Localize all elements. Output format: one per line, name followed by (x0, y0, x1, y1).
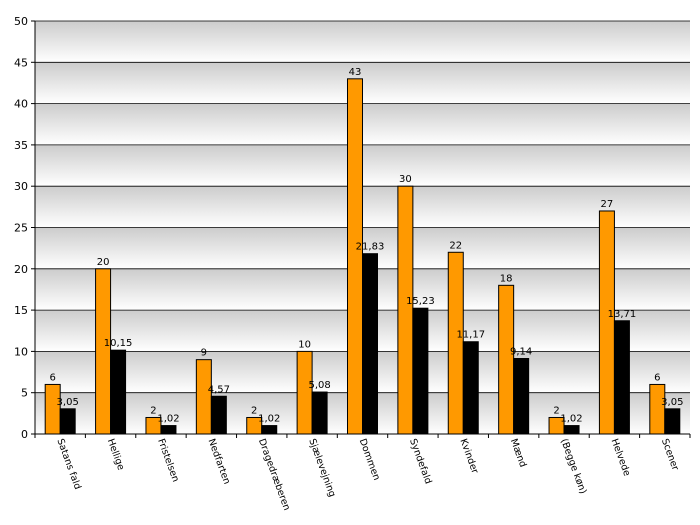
y-tick-label: 40 (14, 98, 28, 111)
y-tick-label: 45 (14, 56, 28, 69)
y-tick-label: 20 (14, 263, 28, 276)
x-tick-label: Satans fald (54, 437, 83, 491)
axes (34, 21, 691, 438)
y-tick-label: 5 (21, 387, 28, 400)
bar (261, 425, 278, 435)
y-tick-label: 25 (14, 222, 28, 235)
data-label: 15,23 (406, 296, 435, 307)
y-tick-label: 0 (21, 428, 28, 441)
bar (513, 358, 530, 435)
bar (362, 253, 378, 435)
y-tick-label: 35 (14, 139, 28, 152)
bar (649, 383, 666, 435)
data-label: 21,83 (356, 242, 385, 253)
bar (412, 307, 429, 435)
data-label: 9,14 (510, 347, 532, 358)
bar (664, 408, 681, 435)
y-tick-label: 15 (14, 304, 28, 317)
x-tick-label: Mænd (508, 437, 528, 469)
x-tick-label: Kvinder (457, 437, 480, 475)
data-label: 13,71 (608, 309, 637, 320)
data-label: 10,15 (104, 338, 133, 349)
bar (210, 395, 227, 435)
data-label: 3,05 (661, 397, 683, 408)
data-label: 1,02 (157, 414, 179, 425)
bar (59, 408, 76, 435)
bar (110, 349, 127, 435)
y-tick-label: 30 (14, 180, 28, 193)
x-tick-label: Sjælevejning (306, 437, 337, 498)
data-label: 2 (251, 405, 257, 416)
data-label: 22 (449, 240, 462, 251)
x-tick-label: Scener (659, 437, 681, 472)
bar (447, 251, 464, 435)
data-label: 3,05 (57, 397, 79, 408)
data-label: 2 (553, 405, 559, 416)
bar (311, 391, 328, 435)
x-tick-label: Hellige (105, 437, 127, 472)
bar (498, 284, 515, 435)
x-tick-label: Syndefald (407, 437, 434, 485)
bar (598, 210, 615, 435)
data-label: 27 (601, 199, 614, 210)
y-tick-label: 10 (14, 345, 28, 358)
x-tick-label: Nedfarten (206, 437, 233, 486)
bar (44, 383, 61, 435)
data-label: 11,17 (456, 330, 485, 341)
y-axis-ticks: 0 5 10 15 20 25 30 35 40 45 50 (14, 15, 35, 441)
bar (95, 268, 112, 435)
bar (195, 359, 212, 435)
data-label: 10 (298, 339, 311, 350)
x-tick-label: Helvede (609, 437, 633, 478)
data-label: 5,08 (308, 380, 330, 391)
data-label: 1,02 (560, 414, 582, 425)
data-labels: 6 20 2 9 2 10 43 30 22 18 2 27 6 3,05 10,15 1,02 4,57 1,0… (50, 67, 684, 425)
bars (44, 78, 681, 435)
data-label: 6 (654, 372, 660, 383)
data-label: 1,02 (258, 414, 280, 425)
data-label: 2 (150, 405, 156, 416)
bar (296, 350, 313, 435)
data-label: 18 (500, 273, 513, 284)
data-label: 20 (97, 257, 110, 268)
plot-band (35, 21, 690, 63)
bar (160, 425, 177, 435)
y-tick-label: 50 (14, 15, 28, 28)
bar (462, 341, 479, 435)
bar (347, 78, 363, 435)
data-label: 4,57 (208, 384, 230, 395)
data-label: 43 (349, 67, 362, 78)
x-tick-label: (Begge køn) (558, 437, 588, 495)
bar (563, 425, 580, 435)
x-axis-labels: Satans fald Hellige Fristelsen Nedfarten Dra… (54, 437, 680, 512)
data-label: 6 (50, 372, 56, 383)
bar (397, 185, 414, 435)
data-label: 9 (201, 348, 207, 359)
bar (613, 320, 630, 435)
data-label: 30 (399, 174, 412, 185)
x-tick-label: Dommen (357, 437, 382, 482)
x-tick-label: Dragedræberen (256, 437, 292, 512)
x-tick-label: Fristelsen (155, 437, 181, 483)
